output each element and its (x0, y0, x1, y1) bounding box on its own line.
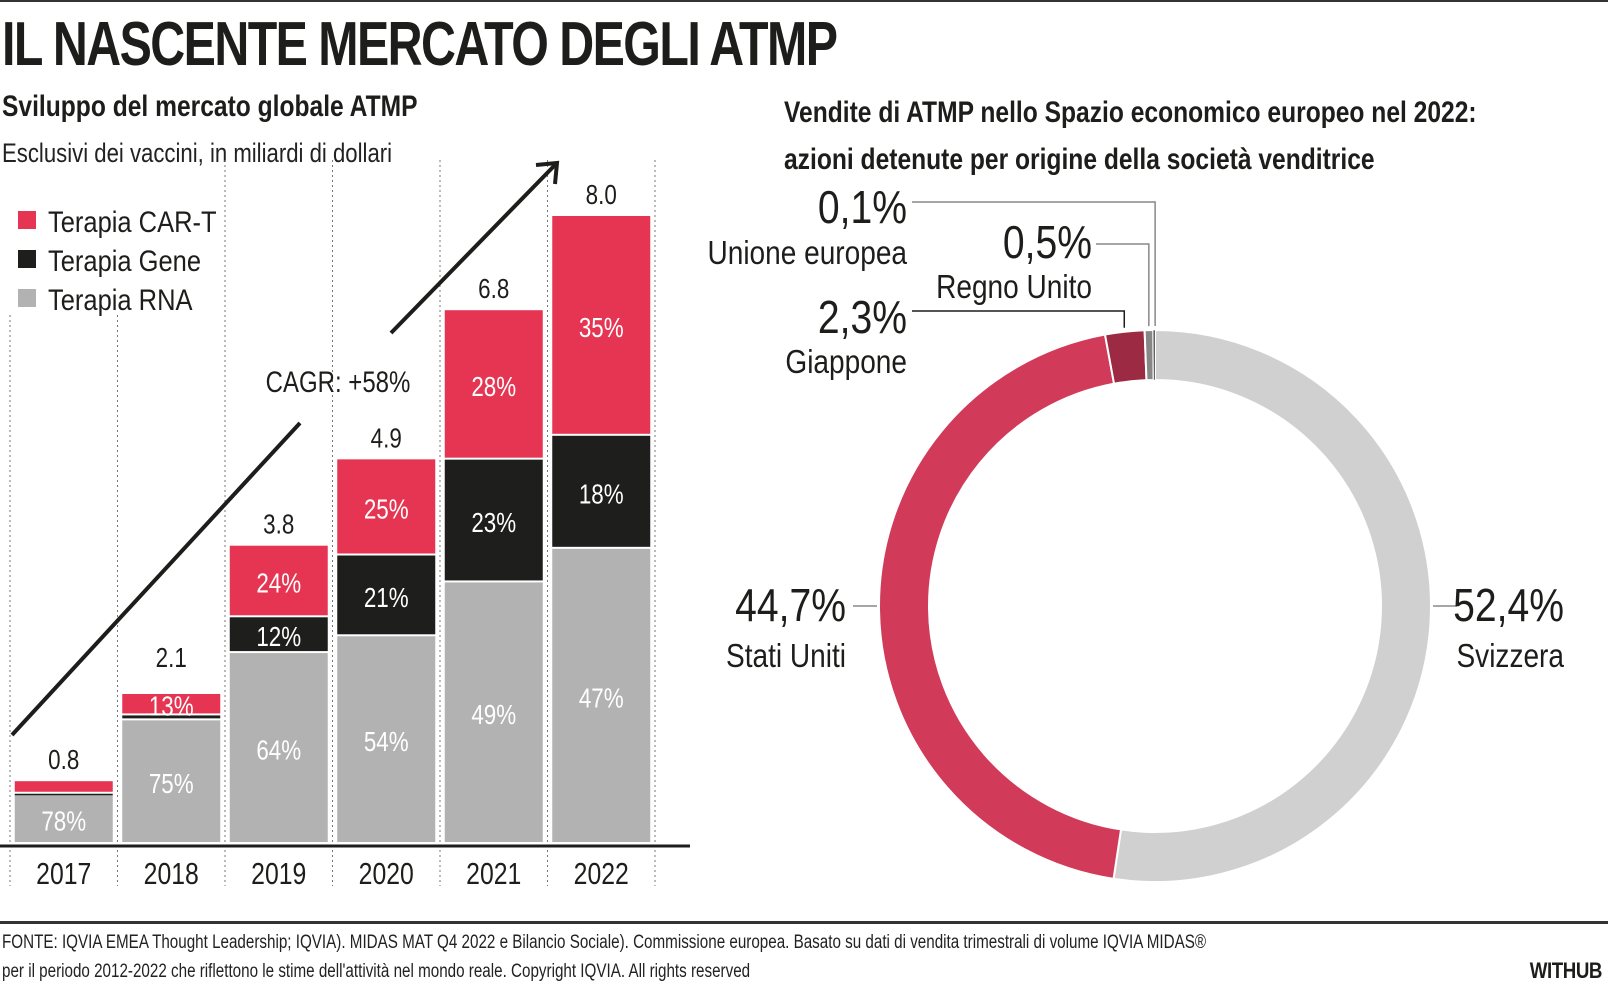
top-rule (0, 0, 1608, 2)
total-label: 6.8 (478, 274, 509, 305)
segment-label-rna: 54% (364, 727, 409, 758)
segment-label-rna: 75% (149, 769, 194, 800)
page-title: IL NASCENTE MERCATO DEGLI ATMP (2, 10, 838, 79)
bar-segment-gene (552, 435, 651, 547)
donut-chart-subtitle: Vendite di ATMP nello Spazio economico e… (784, 90, 1477, 183)
bar-chart-description: Esclusivi dei vaccini, in miliardi di do… (2, 138, 393, 168)
leader-line-uk (1096, 243, 1150, 327)
leader-line-eu (912, 201, 1156, 327)
bar-segment-rna (337, 636, 436, 842)
segment-label-rna: 47% (579, 683, 624, 714)
donut-subtitle-line1: Vendite di ATMP nello Spazio economico e… (784, 96, 1477, 129)
donut-chart: 52,4% Svizzera 44,7% Stati Uniti 2,3%Giappon… (707, 182, 1565, 883)
bar-segment-car_t (122, 693, 221, 714)
slice-value-uk: 0,5% (1003, 217, 1092, 269)
legend-swatch-gene (18, 250, 36, 268)
segment-label-car_t: 28% (471, 372, 516, 403)
legend-label-gene: Terapia Gene (48, 244, 201, 277)
x-tick-label: 2017 (36, 856, 91, 890)
cagr-arrow: CAGR: +58% (10, 160, 560, 737)
segment-label-gene: 23% (471, 508, 516, 539)
slice-value-japan: 2,3% (818, 292, 907, 344)
total-label: 0.8 (48, 745, 79, 776)
segment-label-car_t: 24% (256, 568, 301, 599)
bar-segment-car_t (337, 459, 436, 554)
donut-slice-swiss (1112, 328, 1432, 883)
donut-subtitle-line2: azioni detenute per origine della societ… (784, 142, 1375, 176)
bar-segment-rna (444, 582, 543, 842)
segment-label-gene: 21% (364, 583, 409, 614)
slice-value-eu: 0,1% (818, 182, 907, 234)
legend: Terapia CAR-T Terapia Gene Terapia RNA (18, 205, 217, 316)
arrow-head-icon (535, 160, 560, 185)
x-tick-labels: 2017 2018 2019 2020 2021 2022 (36, 856, 629, 890)
bar-group-2019: 64% 12% 24% 3.8 (229, 509, 328, 842)
donut-slice-usa (878, 333, 1123, 881)
segment-label-car_t: 13% (149, 691, 194, 722)
total-label: 8.0 (586, 180, 617, 211)
slice-name-eu: Unione europea (707, 235, 907, 272)
bar-segment-car_t (229, 545, 328, 616)
bar-segment-car_t (444, 310, 543, 458)
segment-label-rna: 78% (41, 806, 86, 837)
bar-segment-car_t (552, 216, 651, 434)
bar-segment-rna (229, 653, 328, 842)
bar-chart-subtitle: Sviluppo del mercato globale ATMP (2, 90, 418, 123)
segment-label-gene: 18% (579, 479, 624, 510)
bar-segment-rna (14, 795, 113, 842)
segment-label-car_t: 25% (364, 494, 409, 525)
slice-name-japan: Giappone (785, 344, 907, 381)
source-line-1: FONTE: IQVIA EMEA Thought Leadership; IQ… (2, 932, 1207, 953)
bar-segment-rna (552, 548, 651, 842)
total-label: 4.9 (371, 423, 402, 454)
bar-segment-gene (444, 459, 543, 581)
bar-segment-rna (122, 720, 221, 842)
segment-label-gene: 12% (256, 622, 301, 653)
x-tick-label: 2021 (466, 856, 521, 890)
bars: 78% 0.8 75% 13% 2.1 64% 12% 24% 3.8 54% 21% 25% 4.9 4… (14, 180, 651, 842)
bar-segment-gene (122, 715, 221, 719)
donut-slices (878, 328, 1432, 883)
brand-logo: WITHUB (1529, 958, 1603, 983)
cagr-label: CAGR: +58% (266, 364, 411, 398)
bar-group-2021: 49% 23% 28% 6.8 (444, 274, 543, 842)
bar-segment-car_t (14, 781, 113, 792)
cagr-arrow-upper-segment (389, 163, 557, 335)
legend-swatch-car_t (18, 211, 36, 229)
source-note: FONTE: IQVIA EMEA Thought Leadership; IQ… (2, 928, 1206, 986)
x-tick-label: 2022 (574, 856, 629, 890)
segment-label-rna: 49% (471, 700, 516, 731)
segment-label-car_t: 35% (579, 313, 624, 344)
x-tick-label: 2019 (251, 856, 306, 890)
x-tick-label: 2018 (144, 856, 199, 890)
cagr-arrow-lower-segment (10, 421, 302, 737)
source-line-2: per il periodo 2012-2022 che riflettono … (2, 961, 751, 982)
x-tick-label: 2020 (359, 856, 414, 890)
legend-label-rna: Terapia RNA (48, 283, 193, 316)
segment-label-rna: 64% (256, 735, 301, 766)
slice-name-uk: Regno Unito (936, 269, 1092, 306)
slice-name-usa: Stati Uniti (726, 638, 846, 675)
slice-value-swiss: 52,4% (1453, 580, 1564, 632)
bar-group-2017: 78% 0.8 (14, 745, 113, 842)
bar-segment-gene (229, 617, 328, 652)
footer-rule (0, 921, 1608, 924)
bar-segment-gene (337, 555, 436, 635)
donut-slice-uk (1143, 328, 1155, 382)
total-label: 3.8 (263, 509, 294, 540)
bar-group-2018: 75% 13% 2.1 (122, 643, 221, 842)
donut-slice-eu (1152, 329, 1156, 381)
slice-name-swiss: Svizzera (1456, 638, 1564, 675)
donut-labels: 52,4% Svizzera 44,7% Stati Uniti 2,3%Giappon… (707, 182, 1564, 674)
slice-value-usa: 44,7% (735, 580, 846, 632)
legend-label-car_t: Terapia CAR-T (48, 205, 217, 238)
leader-line-japan (912, 310, 1126, 328)
legend-swatch-rna (18, 289, 36, 307)
bar-segment-gene (14, 793, 113, 796)
bar-group-2020: 54% 21% 25% 4.9 (337, 423, 436, 842)
total-label: 2.1 (156, 643, 187, 674)
bar-group-2022: 47% 18% 35% 8.0 (552, 180, 651, 842)
